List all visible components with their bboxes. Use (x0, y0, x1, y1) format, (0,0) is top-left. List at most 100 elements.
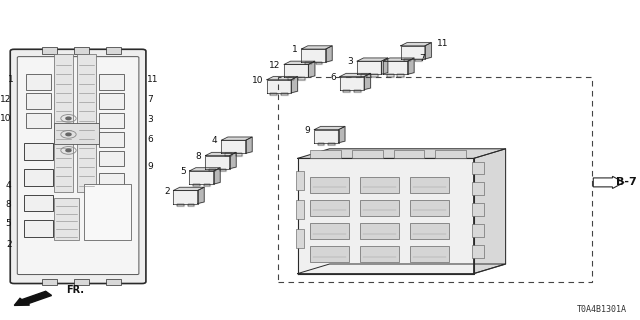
Bar (278, 77, 592, 282)
Bar (26, 74, 51, 90)
Polygon shape (198, 187, 204, 204)
Bar (77, 54, 96, 192)
Bar (410, 246, 449, 262)
Polygon shape (383, 58, 414, 61)
Polygon shape (339, 126, 345, 143)
Bar (360, 246, 399, 262)
Bar (310, 246, 349, 262)
Polygon shape (401, 43, 431, 46)
Text: 5: 5 (6, 220, 12, 228)
Bar (310, 200, 349, 216)
Polygon shape (326, 46, 332, 62)
Bar (472, 182, 484, 195)
Polygon shape (291, 76, 298, 93)
Circle shape (66, 117, 71, 120)
Polygon shape (340, 73, 371, 76)
Bar (410, 200, 449, 216)
Polygon shape (246, 137, 252, 153)
Polygon shape (415, 59, 422, 61)
Text: 4: 4 (6, 181, 12, 190)
Polygon shape (308, 61, 315, 77)
Bar (106, 47, 121, 54)
Bar (472, 203, 484, 216)
Polygon shape (230, 152, 236, 169)
Polygon shape (425, 43, 431, 59)
Bar (435, 150, 466, 158)
Polygon shape (173, 187, 204, 190)
Polygon shape (267, 80, 291, 93)
Polygon shape (301, 49, 326, 62)
Bar (26, 93, 51, 109)
Bar (24, 220, 53, 237)
Text: 5: 5 (180, 167, 186, 176)
Text: 8: 8 (196, 152, 202, 161)
Bar (310, 223, 349, 239)
Text: 6: 6 (330, 73, 336, 82)
Polygon shape (316, 62, 323, 64)
Bar (99, 74, 124, 90)
Text: 7: 7 (147, 95, 153, 104)
Text: 12: 12 (0, 95, 12, 104)
Polygon shape (214, 168, 220, 184)
Polygon shape (357, 58, 388, 61)
Bar (472, 162, 484, 174)
Polygon shape (189, 168, 220, 171)
Polygon shape (287, 77, 294, 80)
Polygon shape (221, 137, 252, 140)
Polygon shape (305, 62, 312, 64)
Polygon shape (340, 76, 364, 90)
Polygon shape (209, 169, 216, 171)
Text: 8: 8 (6, 200, 12, 209)
Bar (310, 177, 349, 193)
Polygon shape (357, 61, 381, 74)
Text: 6: 6 (147, 135, 153, 144)
Text: 9: 9 (305, 126, 310, 135)
Bar (296, 171, 304, 190)
FancyArrow shape (593, 176, 624, 188)
Bar (74, 47, 89, 54)
Polygon shape (205, 152, 236, 156)
Bar (24, 169, 53, 186)
Polygon shape (314, 126, 345, 130)
Polygon shape (301, 46, 332, 49)
Polygon shape (317, 143, 324, 145)
Text: 3: 3 (348, 58, 353, 67)
Text: 1: 1 (292, 45, 298, 54)
Text: 2: 2 (6, 240, 12, 249)
Polygon shape (387, 74, 394, 76)
Bar (42, 279, 57, 285)
Bar (472, 245, 484, 258)
Polygon shape (298, 158, 474, 274)
Bar (99, 132, 124, 147)
Text: FR.: FR. (67, 285, 84, 295)
Bar (54, 54, 73, 192)
Polygon shape (267, 76, 298, 80)
Bar (99, 173, 124, 189)
Bar (394, 150, 424, 158)
Text: B-7: B-7 (616, 177, 636, 188)
Bar (54, 198, 79, 240)
Bar (360, 223, 399, 239)
Polygon shape (205, 156, 230, 169)
FancyBboxPatch shape (17, 57, 139, 275)
Text: 10: 10 (252, 76, 263, 85)
Polygon shape (298, 77, 305, 80)
Bar (410, 177, 449, 193)
Text: 3: 3 (147, 116, 153, 124)
Text: 4: 4 (212, 137, 218, 146)
Text: 1: 1 (8, 76, 14, 84)
Text: 11: 11 (147, 76, 159, 84)
Text: 2: 2 (164, 187, 170, 196)
Polygon shape (281, 93, 288, 95)
Polygon shape (298, 149, 506, 158)
Polygon shape (474, 149, 506, 274)
Polygon shape (270, 93, 277, 95)
Polygon shape (343, 90, 350, 92)
Bar (24, 143, 53, 160)
Text: 7: 7 (419, 54, 425, 63)
Bar (296, 200, 304, 219)
Text: T0A4B1301A: T0A4B1301A (577, 305, 627, 314)
Polygon shape (371, 74, 378, 76)
Polygon shape (364, 73, 371, 90)
FancyArrow shape (14, 291, 52, 305)
